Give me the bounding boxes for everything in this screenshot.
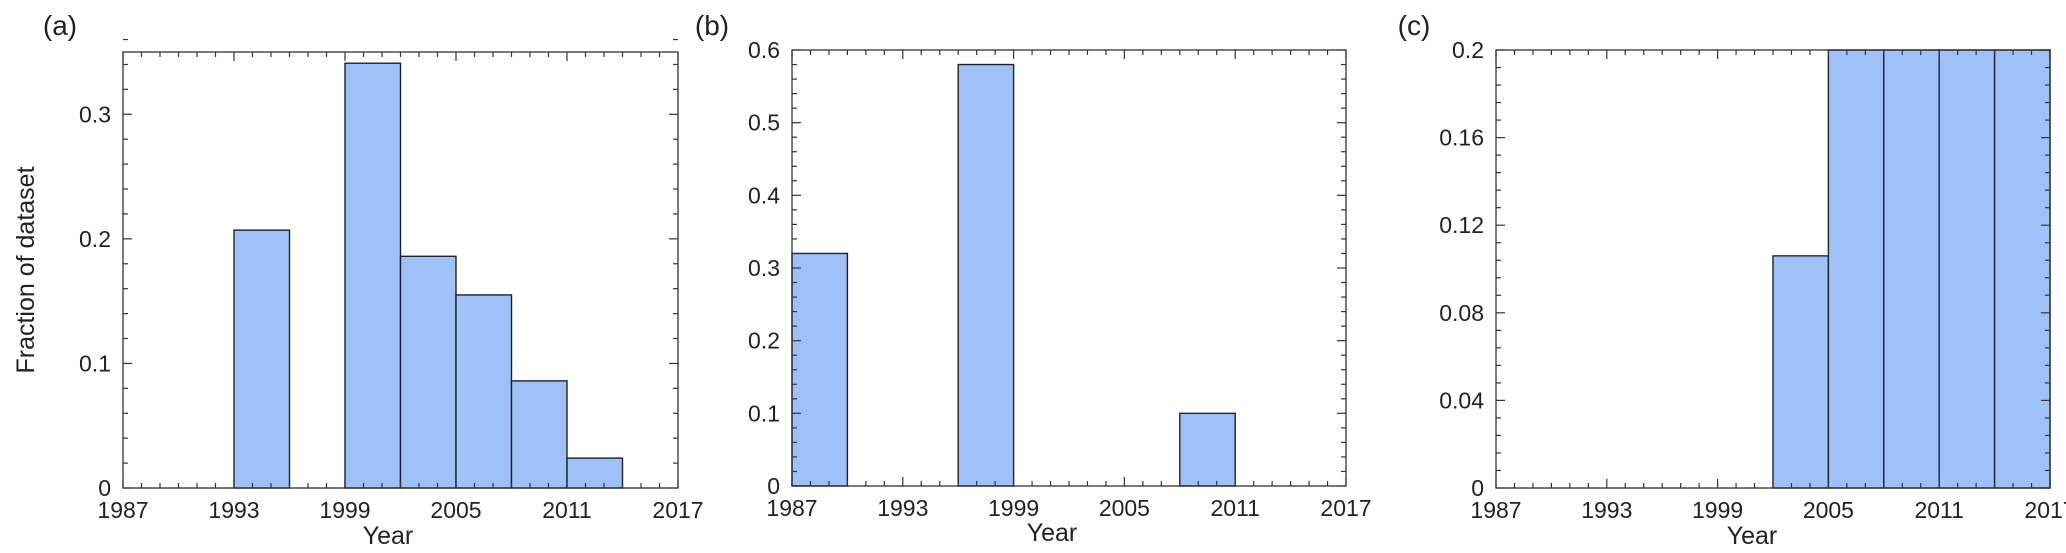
x-tick-label-c-1987: 1987 (1470, 497, 1521, 523)
plot-frame-b (791, 49, 1347, 487)
histogram-bar-a-5 (566, 457, 624, 489)
histogram-bar-a-3 (455, 294, 513, 489)
histogram-bar-b-1 (957, 63, 1015, 487)
histogram-bar-b-2 (1179, 412, 1236, 487)
y-tick-label-b-3: 0.3 (748, 255, 780, 281)
y-tick-label-c-2: 0.08 (1439, 300, 1484, 326)
y-tick-label-b-5: 0.5 (748, 110, 780, 136)
y-tick-label-c-5: 0.2 (1452, 37, 1484, 63)
x-tick-label-a-1993: 1993 (208, 497, 259, 523)
y-tick-label-a-2: 0.2 (79, 226, 111, 252)
y-tick-label-a-3: 0.3 (79, 101, 111, 127)
y-tick-label-b-1: 0.1 (748, 400, 780, 426)
x-axis-label-c: Year (1727, 522, 1778, 550)
x-tick-label-a-1987: 1987 (97, 497, 148, 523)
y-tick-label-c-1: 0.04 (1439, 387, 1484, 413)
histogram-bar-a-1 (344, 62, 402, 489)
y-tick-label-c-4: 0.16 (1439, 125, 1484, 151)
tick-marks-c (1495, 49, 2051, 489)
x-axis-label-b: Year (1027, 519, 1078, 547)
panel-label-c: (c) (1398, 10, 1431, 41)
x-tick-label-c-1993: 1993 (1581, 497, 1632, 523)
x-tick-label-a-2011: 2011 (542, 497, 591, 523)
histogram-bar-c-1 (1827, 49, 1885, 489)
y-tick-label-b-0: 0 (767, 473, 780, 499)
x-tick-label-a-1999: 1999 (319, 497, 370, 523)
histogram-bar-c-2 (1883, 49, 1940, 489)
histogram-bar-c-4 (1993, 49, 2051, 489)
x-tick-label-a-2017: 2017 (652, 497, 703, 523)
x-tick-label-b-2005: 2005 (1099, 495, 1150, 521)
histogram-bar-b-0 (791, 252, 849, 487)
panel-label-b: (b) (695, 10, 729, 41)
y-axis-label-a: Fraction of dataset (12, 166, 40, 373)
tick-marks-a (122, 38, 679, 489)
x-tick-label-c-2017: 2017 (2024, 497, 2066, 523)
x-tick-label-b-1993: 1993 (877, 495, 928, 521)
x-tick-label-b-1987: 1987 (766, 495, 817, 521)
y-tick-label-b-6: 0.6 (748, 37, 780, 63)
panel-label-a: (a) (43, 10, 77, 41)
histogram-bar-a-0 (233, 229, 291, 489)
x-tick-label-b-2011: 2011 (1210, 495, 1259, 521)
x-tick-label-b-2017: 2017 (1320, 495, 1371, 521)
tick-marks-b (791, 49, 1347, 487)
x-tick-label-c-2005: 2005 (1803, 497, 1854, 523)
x-tick-label-a-2005: 2005 (430, 497, 481, 523)
histogram-bar-c-0 (1772, 255, 1830, 489)
panel-b: (b) Year 1987 1993 1999 2005 2011 2017 0 0.1 0.2… (695, 10, 1372, 547)
y-tick-label-c-0: 0 (1471, 475, 1484, 501)
panel-c: (c) Year 1987 1993 1999 2005 2011 2017 0 0.04 0.… (1398, 10, 2066, 550)
y-tick-label-b-4: 0.4 (748, 182, 780, 208)
y-tick-label-c-3: 0.12 (1439, 212, 1484, 238)
y-tick-label-a-0: 0 (98, 475, 111, 501)
y-tick-label-a-1: 0.1 (79, 350, 111, 376)
x-tick-label-c-1999: 1999 (1692, 497, 1743, 523)
histogram-bar-c-3 (1938, 49, 1996, 489)
panel-a: (a) Fraction of dataset Year 1987 1993 199… (12, 10, 704, 550)
x-axis-label-a: Year (363, 522, 414, 550)
y-tick-label-b-2: 0.2 (748, 328, 780, 354)
x-tick-label-c-2011: 2011 (1914, 497, 1963, 523)
histogram-bar-a-2 (399, 255, 457, 489)
x-tick-label-b-1999: 1999 (988, 495, 1039, 521)
histogram-bar-a-4 (510, 380, 568, 489)
